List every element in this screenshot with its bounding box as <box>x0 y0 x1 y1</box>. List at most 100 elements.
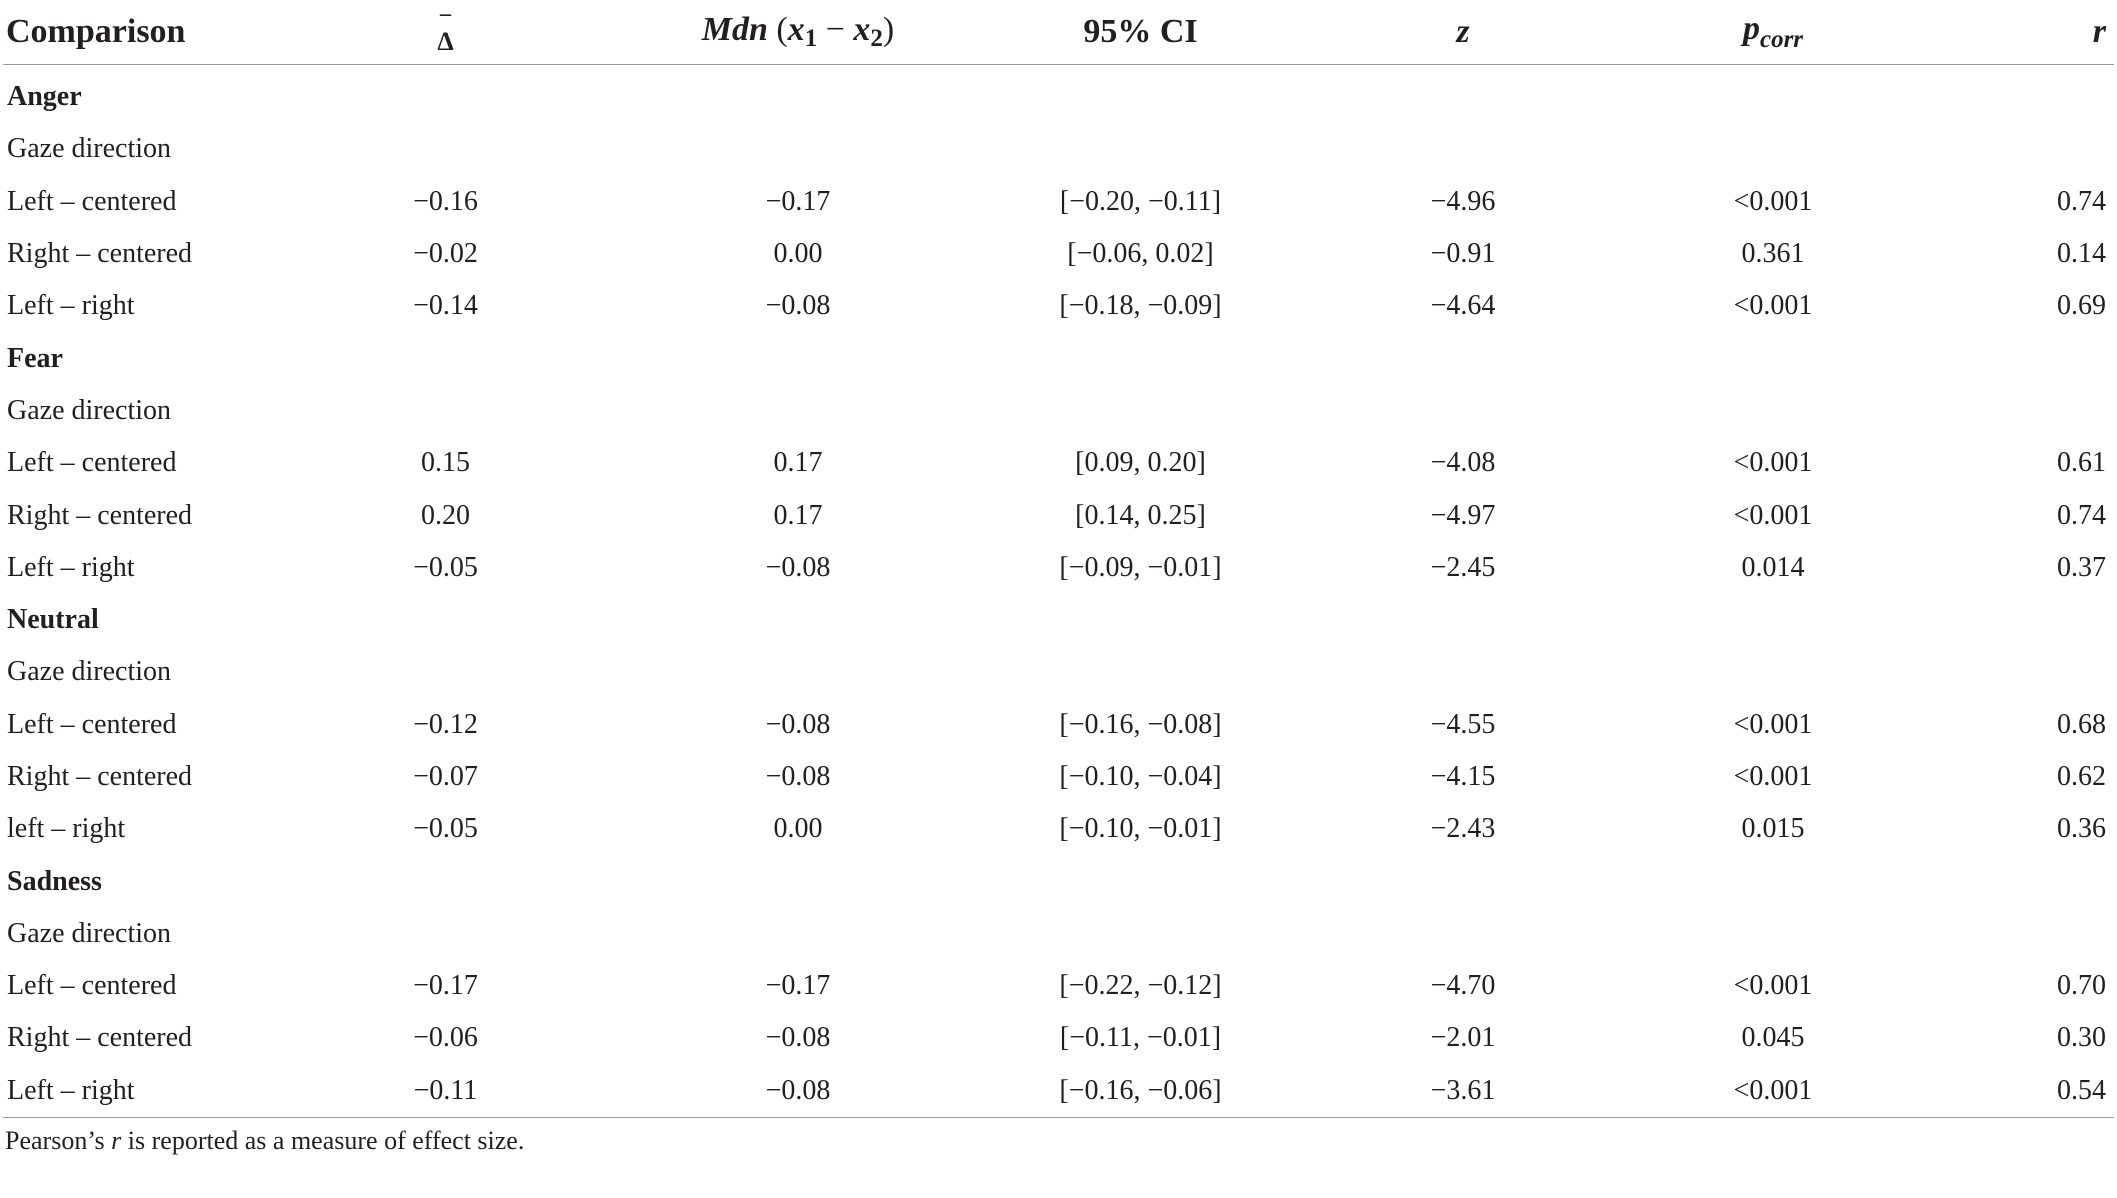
r-cell: 0.61 <box>2057 447 2106 479</box>
delta-cell: −0.06 <box>413 1022 478 1054</box>
footnote-r: r <box>111 1125 122 1155</box>
mdn-cell: −0.08 <box>765 1022 831 1054</box>
delta-cell: −0.14 <box>413 290 478 322</box>
comparison-cell: Right – centered <box>7 499 193 531</box>
header-row: Comparison ¯ Δ Mdn (x1 − x2) 95% CI z pc… <box>3 0 2114 65</box>
p-cell: 0.045 <box>1741 1022 1805 1054</box>
header-mdn-sub2: 2 <box>870 25 883 52</box>
delta-letter: Δ <box>437 27 454 56</box>
delta-cell: 0.20 <box>421 499 470 531</box>
z-cell: −4.96 <box>1430 185 1496 217</box>
mdn-cell: −0.08 <box>765 1074 831 1106</box>
table-row: Left – right −0.11 −0.08 [−0.16, −0.06] −3.6… <box>3 1065 2114 1117</box>
mdn-cell: 0.17 <box>773 447 823 479</box>
z-cell: −0.91 <box>1430 238 1496 270</box>
delta-cell: −0.02 <box>413 238 478 270</box>
subheading-row: Gaze direction <box>3 123 2114 175</box>
z-cell: −4.97 <box>1430 499 1496 531</box>
footnote-after: is reported as a measure of effect size. <box>121 1125 525 1155</box>
r-cell: 0.62 <box>2057 761 2106 792</box>
table-row: left – right −0.05 0.00 [−0.10, −0.01] −2.43… <box>3 803 2114 855</box>
z-cell: −2.45 <box>1430 551 1496 583</box>
z-cell: −4.64 <box>1430 290 1496 322</box>
subheading-row: Gaze direction <box>3 646 2114 698</box>
comparison-cell: Right – centered <box>7 238 193 270</box>
delta-cell: −0.05 <box>413 813 478 845</box>
gaze-direction-subheading: Gaze direction <box>7 917 172 949</box>
group-heading-row: Fear <box>3 332 2114 384</box>
comparison-cell: Left – right <box>7 1074 135 1106</box>
ci-cell: [−0.22, −0.12] <box>1059 970 1222 1002</box>
table-row: Right – centered 0.20 0.17 [0.14, 0.25] −4.9… <box>3 489 2114 541</box>
results-table-container: Comparison ¯ Δ Mdn (x1 − x2) 95% CI z pc… <box>3 0 2114 1155</box>
r-cell: 0.68 <box>2057 708 2106 740</box>
r-cell: 0.14 <box>2057 238 2106 270</box>
comparison-cell: Right – centered <box>7 1022 193 1054</box>
z-cell: −3.61 <box>1430 1074 1496 1106</box>
z-cell: −4.08 <box>1430 447 1496 479</box>
table-row: Left – right −0.05 −0.08 [−0.09, −0.01] −2.4… <box>3 542 2114 594</box>
p-cell: <0.001 <box>1733 499 1813 531</box>
comparison-cell: Left – centered <box>7 447 177 479</box>
mdn-cell: −0.08 <box>765 708 831 740</box>
results-table: Comparison ¯ Δ Mdn (x1 − x2) 95% CI z pc… <box>3 0 2114 1117</box>
header-r: r <box>1943 0 2114 65</box>
table-body: Anger Gaze direction Left – centered −0.16 −… <box>3 65 2114 1117</box>
comparison-cell: Left – right <box>7 290 135 322</box>
ci-cell: [−0.10, −0.01] <box>1059 813 1222 845</box>
header-mdn-close: ) <box>882 11 895 48</box>
z-cell: −4.55 <box>1430 708 1496 740</box>
delta-cell: −0.07 <box>413 761 478 792</box>
mdn-cell: 0.17 <box>773 499 823 531</box>
z-cell: −2.01 <box>1430 1022 1496 1054</box>
r-cell: 0.74 <box>2057 185 2106 217</box>
ci-cell: [−0.16, −0.06] <box>1059 1074 1222 1106</box>
r-cell: 0.30 <box>2057 1022 2106 1054</box>
comparison-cell: Left – centered <box>7 708 177 740</box>
header-mdn-open: ( <box>776 11 788 48</box>
p-cell: 0.361 <box>1741 238 1805 270</box>
header-p-sub: corr <box>1759 26 1804 53</box>
r-cell: 0.37 <box>2057 551 2106 583</box>
group-heading: Anger <box>7 81 82 113</box>
header-mdn-x2: x <box>853 11 871 48</box>
ci-cell: [0.09, 0.20] <box>1075 447 1206 479</box>
header-ci: 95% CI <box>958 0 1323 65</box>
delta-cell: −0.17 <box>413 970 478 1002</box>
header-mdn-sub1: 1 <box>804 25 818 52</box>
ci-cell: [−0.18, −0.09] <box>1059 290 1222 322</box>
header-delta: ¯ Δ <box>253 0 638 65</box>
group-heading-row: Sadness <box>3 855 2114 907</box>
footer-rule <box>3 1116 2114 1118</box>
delta-cell: −0.05 <box>413 551 478 583</box>
delta-cell: −0.16 <box>413 185 478 217</box>
ci-cell: [−0.06, 0.02] <box>1067 238 1214 270</box>
table-row: Left – centered −0.16 −0.17 [−0.20, −0.11] −… <box>3 176 2114 228</box>
comparison-cell: Left – centered <box>7 185 177 217</box>
p-cell: <0.001 <box>1733 1074 1813 1106</box>
header-mdn-x1: x <box>787 11 805 48</box>
header-p: p <box>1742 10 1760 47</box>
z-cell: −4.70 <box>1430 970 1496 1002</box>
r-cell: 0.36 <box>2057 813 2106 845</box>
footnote-before: Pearson’s <box>5 1125 112 1155</box>
header-mdn-minus: − <box>817 11 854 48</box>
mdn-cell: 0.00 <box>773 813 823 845</box>
mdn-cell: −0.17 <box>765 185 831 217</box>
delta-cell: 0.15 <box>421 447 470 479</box>
table-row: Right – centered −0.02 0.00 [−0.06, 0.02] −0… <box>3 228 2114 280</box>
table-row: Left – centered −0.17 −0.17 [−0.22, −0.12] −… <box>3 960 2114 1012</box>
p-cell: 0.014 <box>1741 551 1805 583</box>
ci-cell: [−0.16, −0.08] <box>1059 708 1222 740</box>
gaze-direction-subheading: Gaze direction <box>7 394 172 426</box>
comparison-cell: Right – centered <box>7 761 193 792</box>
header-comparison: Comparison <box>3 0 253 65</box>
header-p-corr: pcorr <box>1603 0 1943 65</box>
delta-cell: −0.12 <box>413 708 478 740</box>
mdn-cell: −0.08 <box>765 551 831 583</box>
p-cell: <0.001 <box>1733 290 1813 322</box>
ci-cell: [0.14, 0.25] <box>1075 499 1206 531</box>
group-heading-row: Neutral <box>3 594 2114 646</box>
group-heading: Fear <box>7 342 63 374</box>
delta-symbol: ¯ Δ <box>437 11 454 57</box>
